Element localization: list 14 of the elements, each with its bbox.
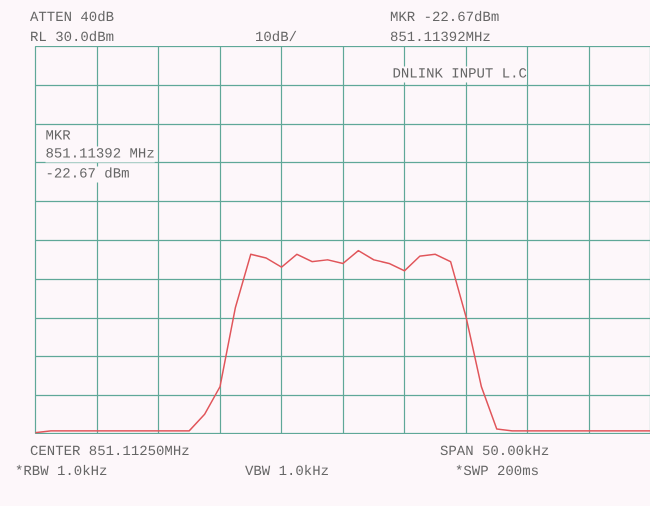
text: RL 30.0dBm — [30, 29, 114, 48]
text: CENTER 851.11250MHz — [30, 443, 190, 462]
text: 851.11392MHz — [390, 29, 491, 48]
text: SPAN 50.00kHz — [440, 443, 550, 462]
text: -22.67 dBm — [46, 166, 130, 182]
text: *RBW 1.0kHz — [15, 463, 108, 482]
text: ATTEN 40dB — [30, 9, 114, 28]
text: VBW 1.0kHz — [245, 463, 330, 482]
text: DNLINK INPUT L.C — [392, 66, 527, 82]
text: 10dB/ — [255, 29, 298, 48]
text: 851.11392 MHz — [46, 146, 155, 162]
text: MKR — [46, 128, 72, 144]
text: *SWP 200ms — [455, 463, 540, 482]
text: MKR -22.67dBm — [390, 9, 500, 28]
